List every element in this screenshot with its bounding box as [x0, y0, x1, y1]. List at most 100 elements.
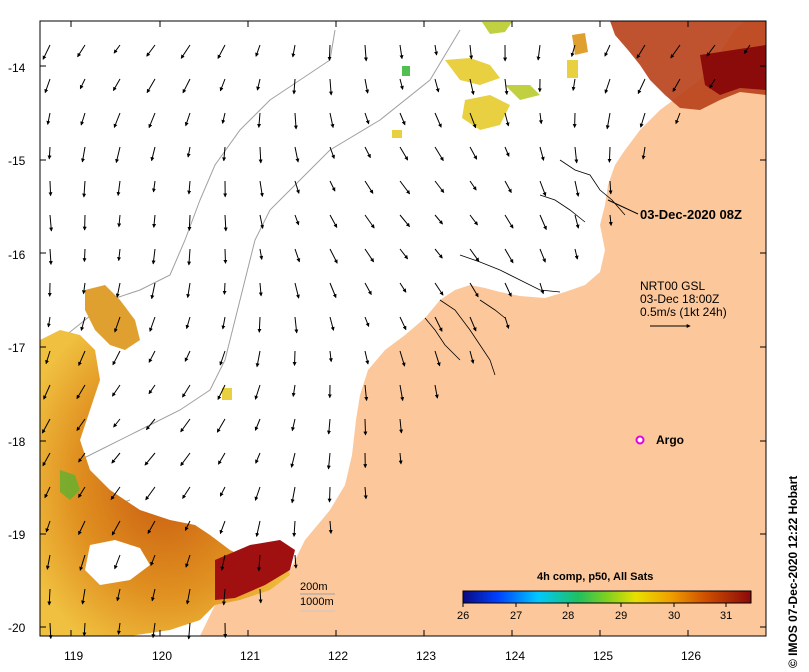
current-arrow [217, 44, 226, 59]
product-name: NRT00 GSL [640, 279, 705, 293]
current-arrow [570, 44, 576, 58]
current-arrow [294, 180, 300, 194]
current-arrow [637, 78, 646, 95]
current-arrow [399, 180, 411, 195]
current-arrow [186, 146, 191, 158]
current-arrow [327, 44, 332, 61]
sst-patch-southwest-dark [215, 540, 295, 600]
current-arrow [504, 214, 514, 229]
product-scale: 0.5m/s (1kt 24h) [640, 305, 727, 319]
lon-tick-label: 120 [152, 649, 172, 663]
current-arrow [504, 112, 510, 127]
current-arrow [148, 384, 156, 395]
current-arrow [255, 44, 261, 57]
current-arrow [184, 520, 191, 531]
current-arrow [41, 418, 51, 434]
current-arrow [149, 316, 156, 332]
current-arrow [504, 282, 512, 297]
current-arrow [259, 214, 264, 229]
current-arrow [504, 146, 510, 157]
current-arrow [329, 248, 338, 264]
current-arrow [504, 248, 514, 264]
current-arrow [329, 180, 336, 192]
current-arrow [113, 112, 121, 129]
current-arrow [222, 282, 227, 295]
current-arrow [504, 180, 512, 194]
current-arrow [434, 282, 444, 296]
current-arrow [257, 112, 262, 128]
current-arrow [364, 248, 375, 263]
current-arrow [469, 112, 477, 129]
current-arrow [182, 78, 191, 94]
current-arrow [146, 78, 156, 94]
current-arrow [113, 44, 121, 54]
timestamp-pointer [607, 199, 639, 215]
current-arrow [216, 418, 226, 433]
current-arrow [327, 486, 332, 503]
current-arrow [399, 248, 409, 260]
current-arrow [434, 180, 445, 194]
current-arrow [469, 214, 478, 226]
current-arrow [258, 588, 263, 604]
current-arrow [672, 78, 681, 92]
current-arrow [219, 520, 226, 535]
current-arrow [48, 180, 53, 197]
current-arrow [329, 146, 335, 160]
current-arrow [44, 486, 51, 499]
current-arrow [145, 418, 156, 431]
current-arrow [399, 350, 406, 367]
current-arrow [434, 112, 442, 128]
current-arrow [47, 588, 52, 606]
sst-patch-northwest-small [85, 285, 140, 350]
current-arrow [291, 418, 296, 432]
current-arrow [434, 78, 440, 93]
current-arrow [254, 418, 261, 431]
current-arrow [670, 44, 681, 59]
colorbar-tick-label: 26 [457, 610, 469, 622]
current-arrow [363, 418, 368, 436]
current-arrow [399, 282, 407, 293]
current-arrow [144, 452, 156, 466]
current-arrow [574, 248, 579, 260]
current-arrow [326, 418, 331, 435]
current-arrow [45, 350, 51, 365]
current-arrow [434, 350, 441, 367]
current-arrow [219, 486, 226, 497]
current-arrow [257, 554, 262, 572]
current-arrow [82, 622, 87, 637]
current-arrow [114, 316, 121, 333]
current-arrow [293, 554, 298, 569]
current-arrow [259, 180, 264, 198]
current-arrow [539, 248, 546, 263]
current-arrow [328, 78, 333, 96]
current-arrow [292, 78, 297, 95]
current-arrow [46, 316, 51, 328]
current-arrow [180, 418, 191, 433]
current-arrow [675, 112, 681, 125]
current-arrow [469, 44, 474, 60]
current-arrow [111, 520, 121, 536]
colorbar-tick-label: 29 [615, 610, 627, 622]
current-arrow [469, 248, 480, 262]
current-arrow [434, 384, 439, 399]
current-arrow [79, 78, 86, 90]
lat-axis: -14 -15 -16 -17 -18 -19 -20 [8, 61, 26, 635]
current-arrow [113, 418, 121, 428]
current-arrow [328, 350, 333, 363]
current-arrow [608, 214, 613, 227]
current-arrow [117, 248, 122, 262]
current-arrow [399, 112, 406, 126]
current-arrow [364, 78, 370, 94]
current-arrow [42, 452, 51, 467]
current-arrow [150, 282, 156, 300]
current-arrow [329, 214, 338, 228]
current-arrow [607, 146, 612, 163]
current-arrow [539, 180, 547, 197]
colorbar-tick-label: 28 [562, 610, 574, 622]
current-arrow [150, 146, 156, 162]
current-arrow [605, 112, 611, 130]
current-arrow [151, 248, 156, 265]
current-arrow [604, 44, 611, 57]
colorbar-tick-label: 30 [668, 610, 680, 622]
current-arrow [82, 180, 87, 198]
